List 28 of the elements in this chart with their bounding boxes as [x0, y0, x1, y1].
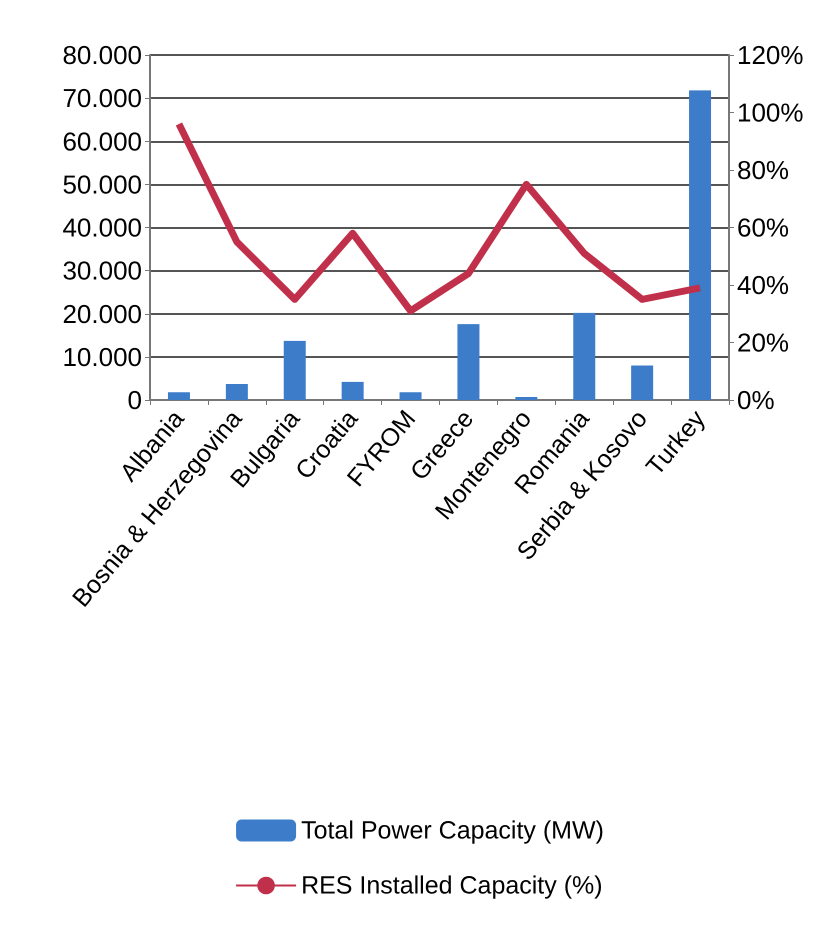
y-tick-label: 50.000: [62, 169, 142, 200]
y2-tick-label: 120%: [737, 40, 804, 70]
y-tick-label: 30.000: [62, 256, 142, 286]
bar: [168, 392, 190, 400]
y-tick-label: 80.000: [62, 40, 142, 70]
legend-label: Total Power Capacity (MW): [301, 816, 604, 844]
y-tick-label: 0: [128, 385, 142, 415]
bar: [342, 382, 364, 400]
bar: [226, 384, 248, 400]
legend-label: RES Installed Capacity (%): [301, 872, 603, 900]
bar: [689, 90, 712, 400]
y2-tick-label: 80%: [737, 155, 790, 185]
bar: [284, 340, 306, 400]
y-tick-label: 10.000: [62, 342, 142, 372]
y2-tick-label: 40%: [737, 270, 790, 300]
bar: [515, 396, 538, 400]
bar: [631, 366, 654, 400]
bar: [573, 312, 596, 400]
y-tick-label: 70.000: [62, 83, 142, 114]
y2-tick-label: 100%: [737, 98, 804, 128]
bar: [400, 392, 422, 400]
y-tick-label: 40.000: [62, 212, 142, 242]
y2-tick-label: 60%: [737, 212, 790, 242]
y-tick-label: 20.000: [62, 298, 142, 329]
y-tick-label: 60.000: [62, 126, 142, 156]
bar: [457, 324, 480, 400]
y2-tick-label: 20%: [737, 328, 790, 358]
y2-tick-label: 0%: [737, 385, 775, 415]
